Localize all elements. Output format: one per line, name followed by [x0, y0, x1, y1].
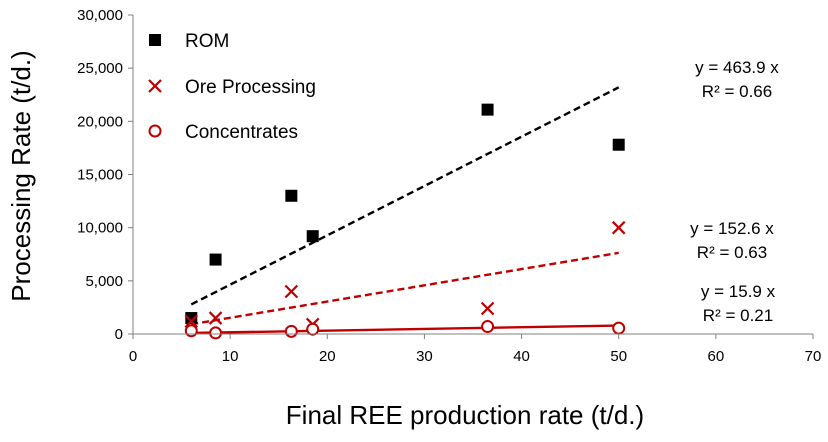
- data-point-concentrates: [184, 324, 198, 338]
- trendline-rom: [190, 86, 620, 306]
- y-axis-title: Processing Rate (t/d.): [6, 50, 36, 301]
- legend-label: Concentrates: [185, 122, 298, 143]
- x-tick-label: 20: [319, 348, 336, 365]
- y-tick-label: 20,000: [77, 113, 123, 130]
- trendline-annotations: y = 463.9 x R² = 0.66 y = 152.6 x R² = 0.63…: [690, 58, 779, 325]
- x-marker-stroke: [148, 79, 162, 93]
- data-point-concentrates: [209, 326, 223, 340]
- y-tick-label: 5,000: [85, 273, 123, 290]
- y-tick-label: 10,000: [77, 220, 123, 237]
- trendline-concentrates: [191, 324, 619, 335]
- tick-labels: 0 10 20 30 40 50 60 70 0 5,000 10,000 15,000 20,000 2…: [77, 7, 821, 365]
- legend-marker-rom: [149, 34, 161, 46]
- trendline-ore-processing: [191, 251, 619, 326]
- data-point-rom: [185, 312, 198, 325]
- legend-label: Ore Processing: [185, 77, 316, 98]
- x-marker-stroke: [284, 284, 299, 299]
- data-point-ore-processing: [611, 220, 626, 235]
- data-point-ore-processing: [284, 284, 299, 299]
- y-tick-label: 25,000: [77, 60, 123, 77]
- x-marker-stroke: [611, 220, 626, 235]
- x-marker-stroke: [184, 314, 199, 329]
- data-point-rom: [285, 189, 298, 202]
- legend-marker-concentrates: [148, 124, 162, 138]
- x-tick-label: 40: [513, 348, 530, 365]
- trendline-equation: y = 463.9 x: [695, 58, 779, 77]
- legend: ROM Ore Processing Concentrates: [148, 31, 316, 143]
- x-tick-label: 60: [708, 348, 725, 365]
- data-point-ore-processing: [184, 314, 199, 329]
- data-point-concentrates: [284, 324, 298, 338]
- axes: [128, 14, 814, 339]
- y-tick-label: 30,000: [77, 7, 123, 24]
- x-tick-label: 0: [129, 348, 137, 365]
- data-point-rom: [612, 138, 625, 151]
- x-marker-stroke: [208, 311, 223, 325]
- trendline-equation: y = 15.9 x: [701, 282, 776, 301]
- data-point-rom: [209, 253, 222, 266]
- x-tick-label: 70: [805, 348, 822, 365]
- legend-marker-ore-processing: [148, 79, 162, 93]
- data-point-concentrates: [481, 320, 495, 334]
- trendline-r-squared: R² = 0.21: [703, 306, 773, 325]
- y-tick-label: 0: [115, 326, 123, 343]
- data-point-ore-processing: [208, 311, 223, 325]
- y-tick-label: 15,000: [77, 167, 123, 184]
- trendline-r-squared: R² = 0.66: [702, 82, 772, 101]
- data-point-concentrates: [306, 322, 320, 336]
- x-tick-label: 30: [416, 348, 433, 365]
- data-point-rom: [481, 103, 494, 116]
- plot-area: [184, 86, 626, 340]
- data-point-rom: [306, 230, 319, 243]
- x-marker-stroke: [480, 301, 495, 316]
- data-point-concentrates: [612, 321, 626, 335]
- x-tick-label: 10: [222, 348, 239, 365]
- data-point-ore-processing: [480, 301, 495, 316]
- x-axis-title: Final REE production rate (t/d.): [286, 400, 644, 430]
- trendline-equation: y = 152.6 x: [690, 219, 774, 238]
- trendline-r-squared: R² = 0.63: [697, 243, 767, 262]
- legend-label: ROM: [185, 31, 229, 52]
- x-tick-label: 50: [610, 348, 627, 365]
